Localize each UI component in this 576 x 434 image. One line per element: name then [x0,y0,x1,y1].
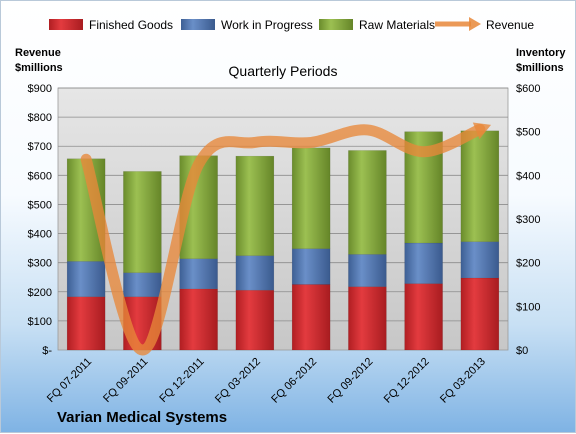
bar-work-in-progress [236,256,274,290]
left-axis-title-line1: Revenue [15,47,61,59]
legend-swatch-raw-materials [319,19,353,30]
bar-work-in-progress [180,259,218,289]
right-tick-label: $100 [516,301,540,313]
bar-finished-goods [405,284,443,350]
x-tick-label: FQ 06-2012 [269,356,319,406]
legend-swatch-finished-goods [49,19,83,30]
bar-work-in-progress [67,261,105,296]
x-tick-label: FQ 12-2012 [382,356,432,406]
x-tick-label: FQ 03-2013 [438,356,488,406]
bar-finished-goods [348,287,386,350]
bar-finished-goods [67,297,105,350]
right-axis-title-line2: $millions [516,62,564,74]
left-tick-label: $800 [28,112,52,124]
left-tick-label: $400 [28,229,52,241]
bar-finished-goods [292,285,330,351]
bar-work-in-progress [292,249,330,285]
legend-label-revenue: Revenue [486,18,534,32]
bar-work-in-progress [405,243,443,284]
right-tick-label: $300 [516,214,540,226]
x-tick-label: FQ 09-2011 [101,356,150,405]
bar-finished-goods [461,278,499,350]
right-tick-label: $500 [516,127,540,139]
left-tick-label: $900 [28,83,52,95]
x-tick-label: FQ 03-2012 [213,356,263,406]
bar-work-in-progress [123,273,161,297]
bar-finished-goods [180,289,218,350]
bar-work-in-progress [461,242,499,278]
bar-raw-materials [348,150,386,254]
right-tick-label: $400 [516,170,540,182]
bar-finished-goods [236,290,274,350]
right-tick-label: $0 [516,345,528,357]
bar-raw-materials [236,156,274,256]
left-tick-label: $600 [28,170,52,182]
x-tick-label: FQ 07-2011 [45,356,94,405]
legend-arrowhead-revenue [469,17,481,31]
left-axis-title-line2: $millions [15,62,63,74]
legend: Finished Goods Work in Progress Raw Mate… [49,17,534,32]
legend-label-work-in-progress: Work in Progress [221,18,313,32]
x-tick-label: FQ 12-2011 [157,356,206,405]
left-tick-label: $700 [28,141,52,153]
bar-raw-materials [461,131,499,242]
left-tick-label: $500 [28,199,52,211]
legend-label-finished-goods: Finished Goods [89,18,173,32]
left-tick-label: $100 [28,316,52,328]
company-name: Varian Medical Systems [57,409,227,426]
left-axis: $- $100 $200 $300 $400 $500 $600 $700 $800 $900 [28,83,53,357]
legend-swatch-work-in-progress [181,19,215,30]
left-tick-label: $300 [28,258,52,270]
left-tick-label: $- [42,345,52,357]
bar-raw-materials [123,171,161,272]
legend-label-raw-materials: Raw Materials [359,18,435,32]
right-axis: $0 $100 $200 $300 $400 $500 $600 [516,83,540,357]
left-tick-label: $200 [28,287,52,299]
right-tick-label: $600 [516,83,540,95]
x-tick-label: FQ 09-2012 [326,356,376,406]
bar-work-in-progress [348,254,386,286]
right-axis-title-line1: Inventory [516,47,566,59]
right-tick-label: $200 [516,258,540,270]
chart-title: Quarterly Periods [229,63,338,79]
bar-raw-materials [292,148,330,249]
